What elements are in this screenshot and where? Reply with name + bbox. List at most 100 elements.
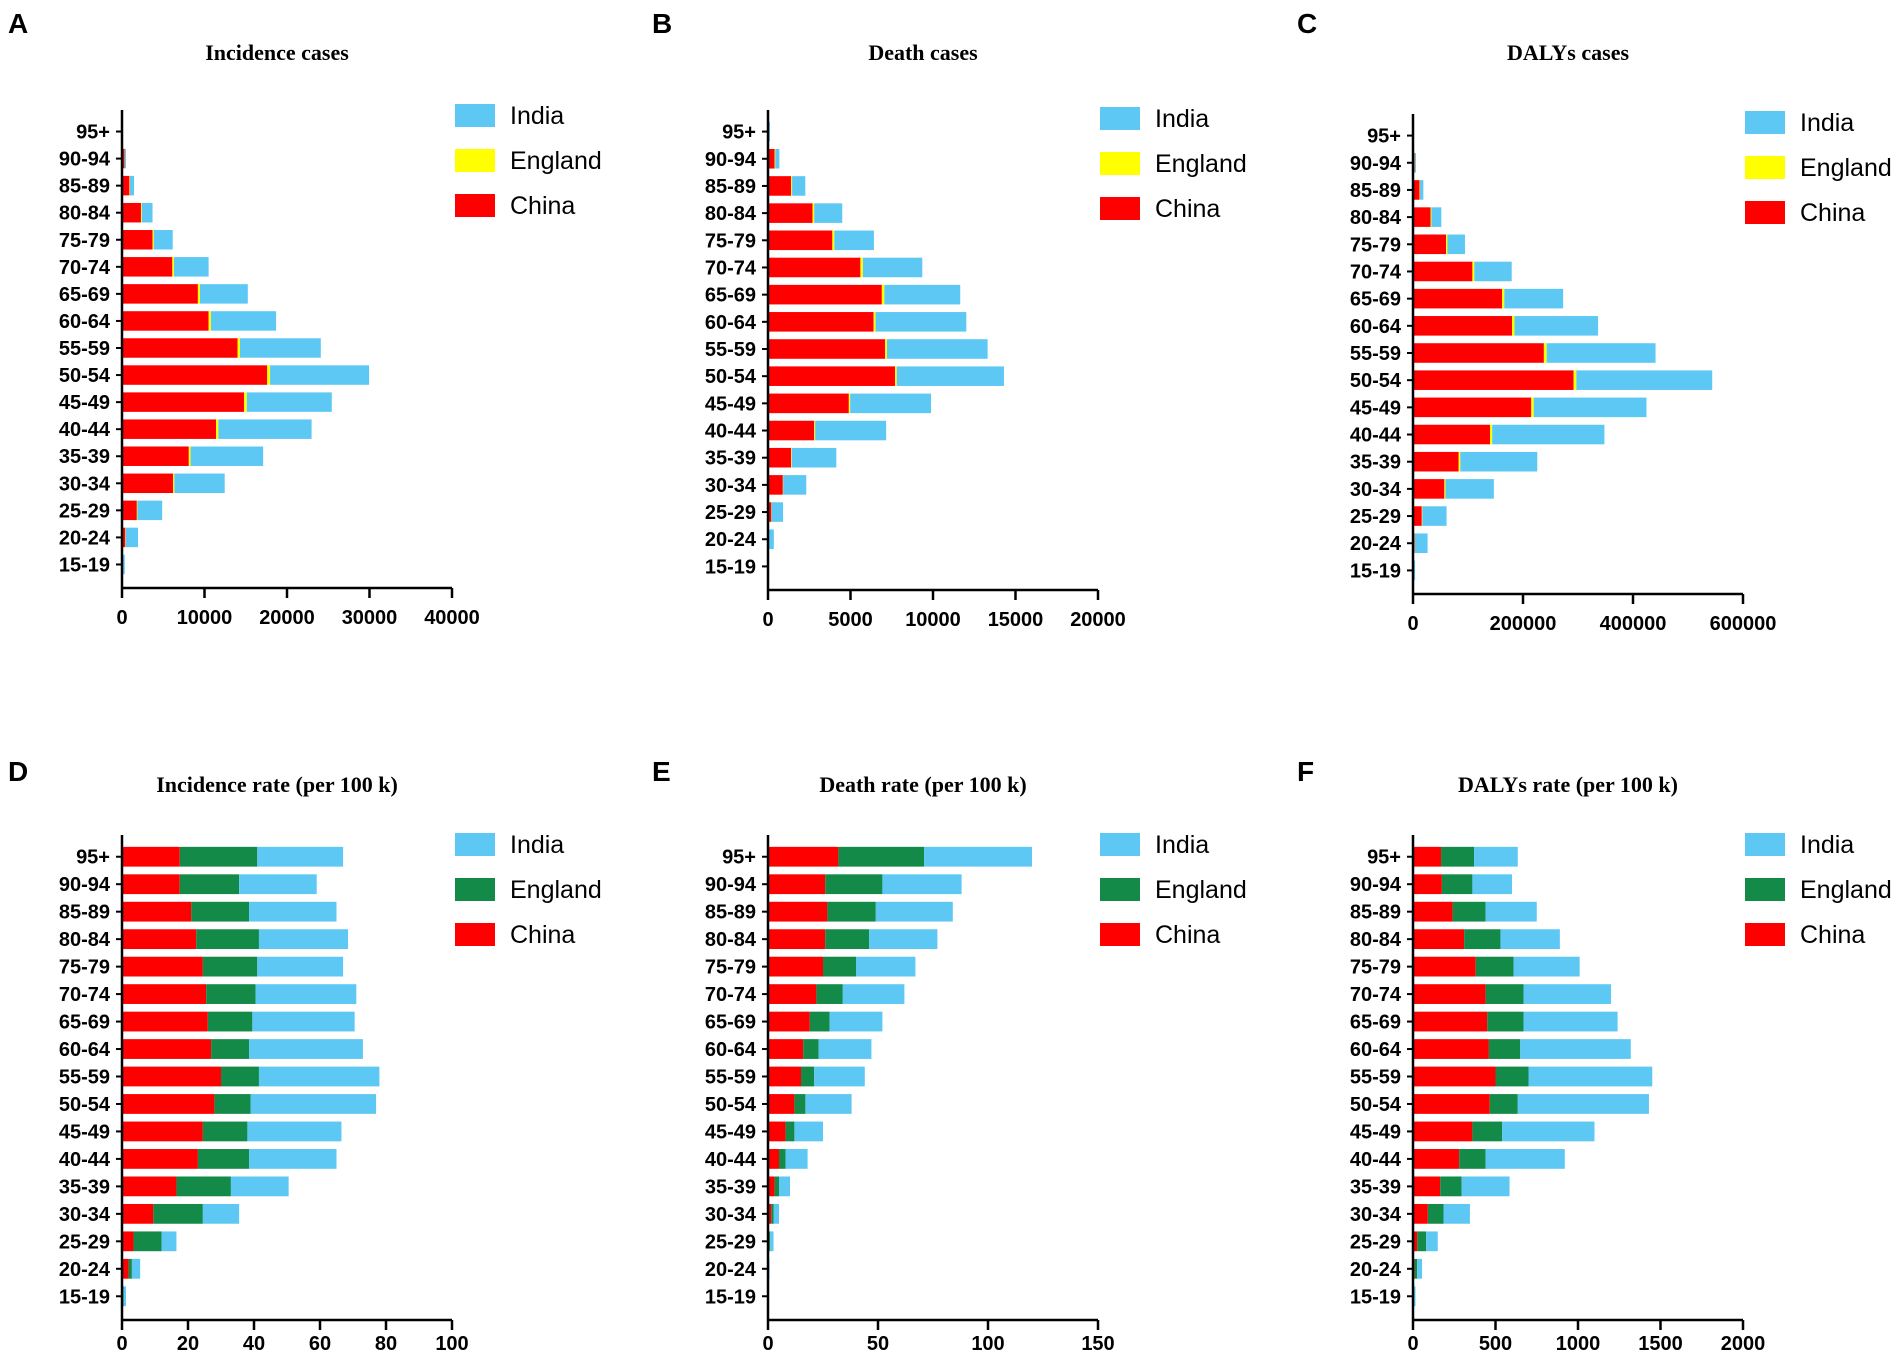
category-label: 35-39 xyxy=(705,448,756,470)
category-label: 65-69 xyxy=(1350,1012,1401,1034)
category-label: 65-69 xyxy=(1350,289,1401,311)
category-label: 40-44 xyxy=(1350,425,1402,447)
bar-india xyxy=(252,1011,355,1032)
bar-china xyxy=(1413,1176,1441,1197)
category-label: 70-74 xyxy=(59,984,111,1006)
bar-china xyxy=(1413,288,1503,309)
bar-china xyxy=(122,473,174,494)
category-label: 55-59 xyxy=(705,339,756,361)
category-label: 65-69 xyxy=(705,1012,756,1034)
category-label: 45-49 xyxy=(59,1121,110,1143)
category-label: 90-94 xyxy=(1350,874,1402,896)
category-label: 85-89 xyxy=(1350,180,1401,202)
bar-england xyxy=(1512,316,1515,336)
bar-england xyxy=(202,1121,248,1142)
bar-india xyxy=(792,176,806,196)
category-label: 90-94 xyxy=(705,149,757,171)
bar-india xyxy=(815,420,887,441)
bar-england xyxy=(774,148,776,169)
bar-england xyxy=(206,984,256,1004)
bar-england xyxy=(196,929,259,950)
bar-china xyxy=(768,874,826,895)
category-label: 20-24 xyxy=(705,1259,757,1281)
category-label: 35-39 xyxy=(705,1176,756,1198)
category-label: 50-54 xyxy=(59,1094,111,1116)
bar-india xyxy=(1443,1203,1470,1224)
bar-england xyxy=(812,203,815,223)
category-label: 25-29 xyxy=(59,1231,110,1253)
bar-china xyxy=(768,284,882,305)
bar-india xyxy=(886,339,988,359)
chart-panel-d: D Incidence rate (per 100 k) 95+ 90-94 85-89… xyxy=(8,756,602,1355)
bar-india xyxy=(247,1121,342,1142)
legend-swatch-england xyxy=(1745,878,1785,901)
bar-india xyxy=(246,392,332,412)
x-tick-label: 20000 xyxy=(259,607,315,629)
legend-label-india: India xyxy=(510,831,564,859)
legend-swatch-india xyxy=(1745,833,1785,856)
x-tick-label: 500 xyxy=(1479,1333,1512,1355)
x-tick-label: 100 xyxy=(971,1333,1004,1355)
bar-china xyxy=(122,929,197,950)
legend-label-england: England xyxy=(1800,154,1892,182)
bar-england xyxy=(771,1203,774,1224)
bar-england xyxy=(176,1176,231,1197)
bar-india xyxy=(173,257,209,277)
bar-india xyxy=(199,284,248,304)
bar-china xyxy=(1413,316,1512,336)
x-tick-label: 0 xyxy=(1407,1333,1418,1355)
legend-swatch-china xyxy=(1745,923,1785,946)
bar-india xyxy=(875,901,953,922)
bar-india xyxy=(805,1094,852,1114)
x-tick-label: 15000 xyxy=(988,609,1044,631)
bar-england xyxy=(1459,1149,1486,1169)
bar-china xyxy=(768,148,775,169)
bar-india xyxy=(1414,533,1428,554)
bar-england xyxy=(1573,370,1577,390)
bar-england xyxy=(791,447,792,468)
bar-england xyxy=(133,1231,162,1252)
chart-title: Death rate (per 100 k) xyxy=(819,772,1026,797)
category-label: 15-19 xyxy=(1350,1286,1401,1308)
bar-china xyxy=(768,1011,810,1032)
bar-india xyxy=(1417,1258,1423,1279)
category-label: 20-24 xyxy=(59,527,111,549)
bar-india xyxy=(1504,288,1564,309)
bar-england xyxy=(1502,288,1505,309)
bar-china xyxy=(122,901,192,922)
bar-india xyxy=(1502,1121,1595,1142)
bar-china xyxy=(1413,929,1465,950)
bar-england xyxy=(172,257,174,277)
panel-letter: C xyxy=(1297,8,1317,39)
legend-swatch-england xyxy=(455,149,495,172)
category-label: 80-84 xyxy=(1350,207,1402,229)
bar-china xyxy=(768,312,874,332)
bar-china xyxy=(768,1203,772,1224)
bar-china xyxy=(122,338,238,358)
legend-label-england: England xyxy=(1800,876,1892,904)
bar-england xyxy=(211,1039,250,1059)
category-label: 80-84 xyxy=(1350,929,1402,951)
x-tick-label: 0 xyxy=(1407,613,1418,635)
category-label: 50-54 xyxy=(1350,1094,1402,1116)
bar-england xyxy=(791,176,793,196)
category-label: 70-74 xyxy=(1350,261,1402,283)
bar-india xyxy=(775,148,780,169)
category-label: 30-34 xyxy=(705,475,757,497)
bar-china xyxy=(1413,207,1431,227)
bar-india xyxy=(141,202,153,223)
bar-china xyxy=(122,874,180,895)
legend-label-india: India xyxy=(510,102,564,130)
bar-england xyxy=(881,284,885,305)
category-label: 30-34 xyxy=(59,473,111,495)
bar-india xyxy=(1472,874,1512,895)
bar-india xyxy=(1447,234,1465,255)
bar-india xyxy=(202,1203,240,1224)
chart-title: Incidence rate (per 100 k) xyxy=(156,772,398,797)
category-label: 85-89 xyxy=(59,176,110,198)
x-tick-label: 40 xyxy=(243,1333,265,1355)
bar-china xyxy=(768,1094,795,1114)
bar-india xyxy=(862,257,923,278)
category-label: 85-89 xyxy=(705,902,756,924)
